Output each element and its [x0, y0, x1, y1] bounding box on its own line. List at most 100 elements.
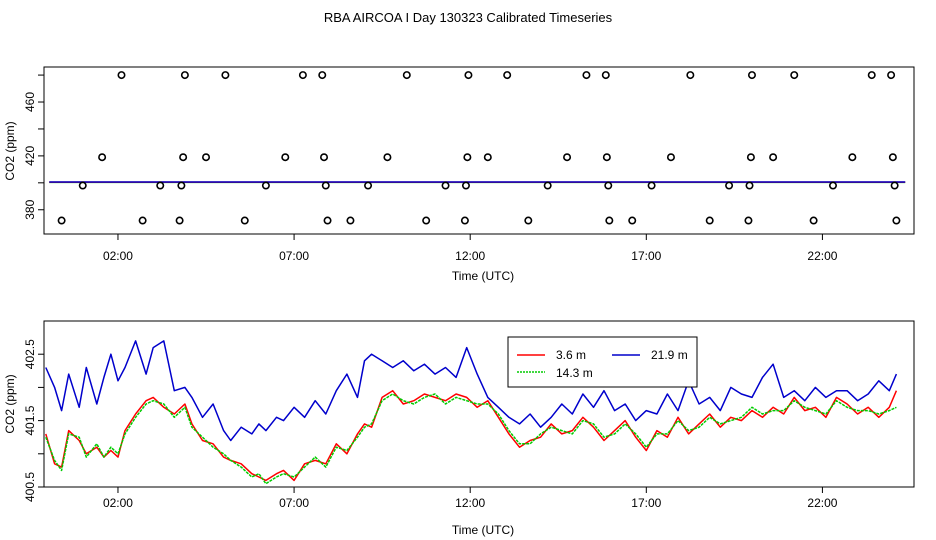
top-x-tick-label: 07:00 — [279, 249, 309, 263]
bottom-y-tick-label: 401.5 — [23, 405, 37, 435]
top-data-point — [867, 71, 876, 80]
top-data-point — [179, 153, 188, 162]
top-y-axis-label: CO2 (ppm) — [3, 121, 17, 180]
top-data-point — [647, 181, 656, 190]
top-data-point — [888, 153, 897, 162]
top-x-tick-label: 17:00 — [631, 249, 661, 263]
top-y-tick-label: 380 — [23, 199, 37, 219]
top-data-point — [628, 216, 637, 225]
legend: 3.6 m 21.9 m 14.3 m — [507, 336, 698, 388]
top-points — [57, 71, 901, 225]
top-data-point — [261, 181, 270, 190]
bottom-x-tick-label: 02:00 — [103, 496, 133, 510]
figure-title: RBA AIRCOA I Day 130323 Calibrated Times… — [324, 10, 613, 25]
top-data-point — [705, 216, 714, 225]
series-line-21-9-m — [45, 340, 898, 442]
bottom-y-axis-label: CO2 (ppm) — [3, 374, 17, 433]
top-data-point — [890, 181, 899, 190]
top-data-point — [543, 181, 552, 190]
top-data-point — [848, 153, 857, 162]
top-data-point — [177, 181, 186, 190]
top-data-point — [725, 181, 734, 190]
top-data-point — [601, 71, 610, 80]
top-data-point — [790, 71, 799, 80]
top-data-point — [441, 181, 450, 190]
top-data-point — [364, 181, 373, 190]
top-data-point — [563, 153, 572, 162]
top-plot-frame — [43, 66, 915, 235]
top-data-point — [503, 71, 512, 80]
top-x-axis-label: Time (UTC) — [452, 269, 514, 283]
top-data-point — [747, 71, 756, 80]
top-data-point — [686, 71, 695, 80]
top-data-point — [156, 181, 165, 190]
top-data-point — [320, 153, 329, 162]
top-data-point — [180, 71, 189, 80]
top-data-point — [769, 153, 778, 162]
bottom-x-tick-label: 17:00 — [631, 496, 661, 510]
series-line-14-3-m — [45, 393, 897, 485]
bottom-y-tick-label: 402.5 — [23, 339, 37, 369]
top-data-point — [383, 153, 392, 162]
top-data-point — [524, 216, 533, 225]
bottom-plot-frame — [43, 320, 915, 488]
top-data-point — [98, 153, 107, 162]
top-data-point — [666, 153, 675, 162]
top-data-point — [828, 181, 837, 190]
bottom-y-tick-label: 400.5 — [23, 472, 37, 502]
top-data-point — [809, 216, 818, 225]
legend-box — [507, 336, 698, 388]
bottom-series-lines — [45, 340, 898, 485]
bottom-panel: 02:00 07:00 12:00 17:00 22:00 400.5 401.5 402.… — [3, 320, 915, 537]
top-data-point — [422, 216, 431, 225]
top-data-point — [346, 216, 355, 225]
bottom-x-axis: 02:00 07:00 12:00 17:00 22:00 — [103, 487, 838, 510]
top-data-point — [746, 153, 755, 162]
top-data-point — [202, 153, 211, 162]
top-panel: 02:00 07:00 12:00 17:00 22:00 380 420 460 Time… — [3, 66, 915, 283]
bottom-x-tick-label: 07:00 — [279, 496, 309, 510]
top-data-point — [460, 216, 469, 225]
bottom-x-tick-label: 12:00 — [455, 496, 485, 510]
top-data-point — [318, 71, 327, 80]
top-data-point — [461, 181, 470, 190]
top-data-point — [602, 153, 611, 162]
legend-label-21-9m: 21.9 m — [651, 348, 688, 362]
top-x-axis: 02:00 07:00 12:00 17:00 22:00 — [103, 234, 838, 263]
top-data-point — [117, 71, 126, 80]
top-y-tick-label: 420 — [23, 146, 37, 166]
top-data-point — [463, 153, 472, 162]
top-data-point — [582, 71, 591, 80]
top-data-point — [604, 181, 613, 190]
top-data-point — [323, 216, 332, 225]
top-x-tick-label: 12:00 — [455, 249, 485, 263]
top-y-axis: 380 420 460 — [23, 74, 44, 220]
top-y-tick-label: 460 — [23, 92, 37, 112]
top-data-point — [175, 216, 184, 225]
top-data-point — [402, 71, 411, 80]
bottom-x-tick-label: 22:00 — [807, 496, 837, 510]
top-data-point — [240, 216, 249, 225]
legend-label-3-6m: 3.6 m — [556, 348, 586, 362]
legend-label-14-3m: 14.3 m — [556, 366, 593, 380]
top-data-point — [321, 181, 330, 190]
top-data-point — [57, 216, 66, 225]
bottom-y-axis: 400.5 401.5 402.5 — [23, 339, 44, 502]
top-data-point — [892, 216, 901, 225]
top-data-point — [745, 181, 754, 190]
top-data-point — [605, 216, 614, 225]
top-data-point — [78, 181, 87, 190]
top-data-point — [887, 71, 896, 80]
top-x-tick-label: 02:00 — [103, 249, 133, 263]
top-data-point — [221, 71, 230, 80]
top-data-point — [138, 216, 147, 225]
top-data-point — [483, 153, 492, 162]
top-data-point — [281, 153, 290, 162]
series-line-3-6-m — [45, 389, 898, 482]
top-data-point — [298, 71, 307, 80]
bottom-x-axis-label: Time (UTC) — [452, 523, 514, 537]
top-x-tick-label: 22:00 — [807, 249, 837, 263]
top-data-point — [744, 216, 753, 225]
top-data-point — [464, 71, 473, 80]
